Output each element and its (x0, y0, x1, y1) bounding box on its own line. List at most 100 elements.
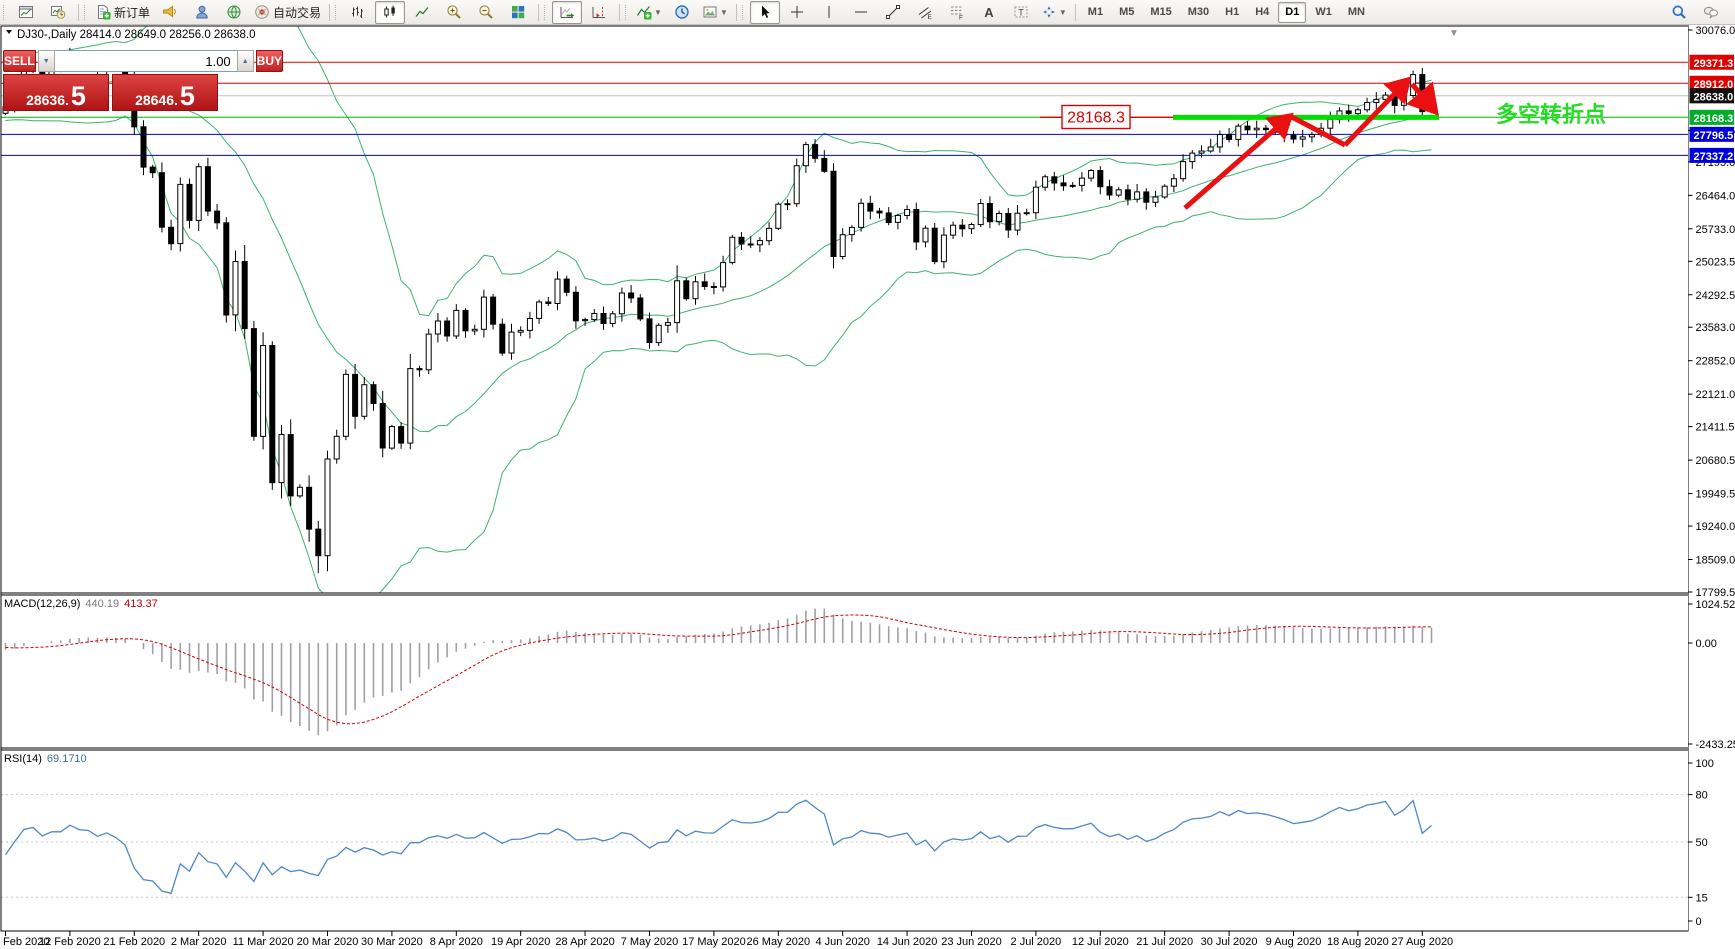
crosshair-button[interactable] (782, 1, 812, 24)
sell-button[interactable]: SELL (3, 50, 36, 72)
rsi-tick: 80 (1696, 790, 1708, 802)
volume-decrease-button[interactable]: ▼ (37, 50, 55, 72)
new-order-label: 新订单 (114, 5, 151, 20)
bar-chart-mode-button[interactable] (343, 1, 373, 24)
news-signal-button[interactable] (219, 1, 249, 24)
chat-icon (1703, 4, 1719, 20)
arrows-dropdown-icon[interactable]: ▼ (1058, 7, 1067, 17)
timeframe-h4-button[interactable]: H4 (1255, 6, 1270, 18)
toolbar-grip (544, 4, 548, 20)
auto-trading-button[interactable]: 自动交易 (251, 1, 324, 24)
sound-alerts-button[interactable] (155, 1, 185, 24)
buy-price-display[interactable]: 28646. 5 (112, 74, 218, 111)
price-tick: 23583.0 (1696, 322, 1735, 334)
line-chart-mode-button[interactable] (407, 1, 437, 24)
cursor-button[interactable] (749, 0, 780, 24)
macd-value-signal: 413.37 (124, 598, 158, 610)
timeframe-mn-button[interactable]: MN (1347, 6, 1365, 18)
price-tick: 25023.5 (1696, 256, 1735, 268)
trend-arrow-1[interactable] (1183, 112, 1294, 210)
auto-scroll-icon (559, 4, 575, 20)
equidistant-channel-button[interactable]: E (910, 1, 940, 24)
date-tick: 23 Jun 2020 (941, 936, 1002, 948)
vertical-line-button[interactable] (814, 1, 844, 24)
collapse-triangle-icon[interactable] (6, 30, 12, 34)
toolbar-right (1663, 1, 1733, 24)
drawings-layer[interactable] (1173, 76, 1439, 210)
community-button[interactable] (187, 1, 217, 24)
auto-scroll-button[interactable] (552, 0, 583, 24)
zoom-in-button[interactable] (439, 1, 469, 24)
templates-dropdown-icon[interactable]: ▼ (719, 7, 728, 17)
turning-point-annotation[interactable]: 多空转折点 (1496, 102, 1606, 127)
rsi-tick: 100 (1696, 758, 1714, 770)
bollinger-lower (5, 115, 1432, 593)
profiles-button[interactable] (43, 1, 73, 24)
date-tick: 28 Apr 2020 (555, 936, 614, 948)
timeframe-m15-button[interactable]: M15 (1150, 6, 1172, 18)
templates-button[interactable]: ▼ (699, 1, 731, 24)
new-chart-button[interactable] (11, 1, 41, 24)
cursor-icon (757, 4, 773, 20)
text-label-button[interactable]: T (1006, 1, 1036, 24)
macd-layer (4, 608, 1433, 736)
trend-arrow-3[interactable] (1343, 76, 1412, 147)
buy-button[interactable]: BUY (255, 50, 284, 72)
svg-text:A: A (984, 5, 994, 20)
price-tick: 17799.5 (1696, 587, 1735, 599)
trendline-button[interactable] (878, 1, 908, 24)
date-tick: 11 Mar 2020 (233, 936, 294, 948)
chart-context-arrow-icon[interactable]: ▼ (1449, 28, 1459, 39)
crosshair-icon (789, 4, 805, 20)
date-tick: 27 Aug 2020 (1391, 936, 1453, 948)
indicators-button[interactable]: ▼ (633, 1, 665, 24)
date-tick: 2 Mar 2020 (171, 936, 227, 948)
price-tick: 26464.0 (1696, 190, 1735, 202)
indicators-dropdown-icon[interactable]: ▼ (654, 7, 662, 17)
periods-button[interactable] (667, 1, 697, 24)
price-tick: 22121.0 (1696, 389, 1735, 401)
tile-windows-button[interactable] (503, 1, 533, 24)
timeframe-w1-button[interactable]: W1 (1315, 6, 1332, 18)
chat-button[interactable] (1696, 1, 1726, 24)
price-tick: 22852.0 (1696, 356, 1735, 368)
date-tick: 21 Feb 2020 (103, 936, 165, 948)
timeframe-m1-button[interactable]: M1 (1087, 6, 1104, 18)
trend-arrow-2[interactable] (1288, 113, 1347, 148)
price-callout[interactable]: 28168.3 (1040, 104, 1173, 130)
search-button[interactable] (1664, 1, 1694, 24)
sell-price-display[interactable]: 28636. 5 (3, 74, 109, 111)
svg-text:28168.3: 28168.3 (1694, 113, 1734, 125)
timeframe-h1-button[interactable]: H1 (1225, 6, 1240, 18)
price-tick: 21411.5 (1696, 422, 1735, 434)
price-label-28912 (1689, 75, 1734, 91)
chart-shift-button[interactable] (584, 1, 614, 24)
new-order-button[interactable]: 新订单 (92, 1, 153, 24)
volume-increase-button[interactable]: ▲ (236, 50, 254, 72)
price-label-28638 (1689, 88, 1734, 104)
zoom-out-button[interactable] (471, 1, 501, 24)
macd-tick: 0.00 (1696, 638, 1717, 650)
trend-arrow-4[interactable] (1406, 81, 1439, 116)
price-label-29371.3 (1689, 54, 1734, 70)
vertical-line-icon (821, 4, 837, 20)
toolbar-grip (84, 4, 88, 20)
candlestick-mode-button[interactable] (375, 0, 406, 24)
timeframe-m5-button[interactable]: M5 (1119, 6, 1135, 18)
date-tick: 2 Jul 2020 (1011, 936, 1062, 948)
timeframe-d1-button[interactable]: D1 (1278, 1, 1307, 23)
text-button[interactable]: A (974, 1, 1004, 24)
price-callout-box (1061, 104, 1131, 130)
volume-input[interactable] (54, 50, 237, 72)
arrows-button[interactable]: ▼ (1038, 1, 1070, 24)
price-label-27337.2 (1689, 147, 1734, 163)
horizontal-lines-layer[interactable] (1, 61, 1689, 156)
price-axis[interactable]: 30076.027884.527195.026464.025733.025023… (1688, 25, 1735, 949)
fibonacci-button[interactable]: F (942, 1, 972, 24)
periods-icon (674, 4, 690, 20)
horizontal-line-button[interactable] (846, 1, 876, 24)
date-tick: 12 Feb 2020 (39, 936, 101, 948)
timeframe-m30-button[interactable]: M30 (1187, 6, 1210, 18)
